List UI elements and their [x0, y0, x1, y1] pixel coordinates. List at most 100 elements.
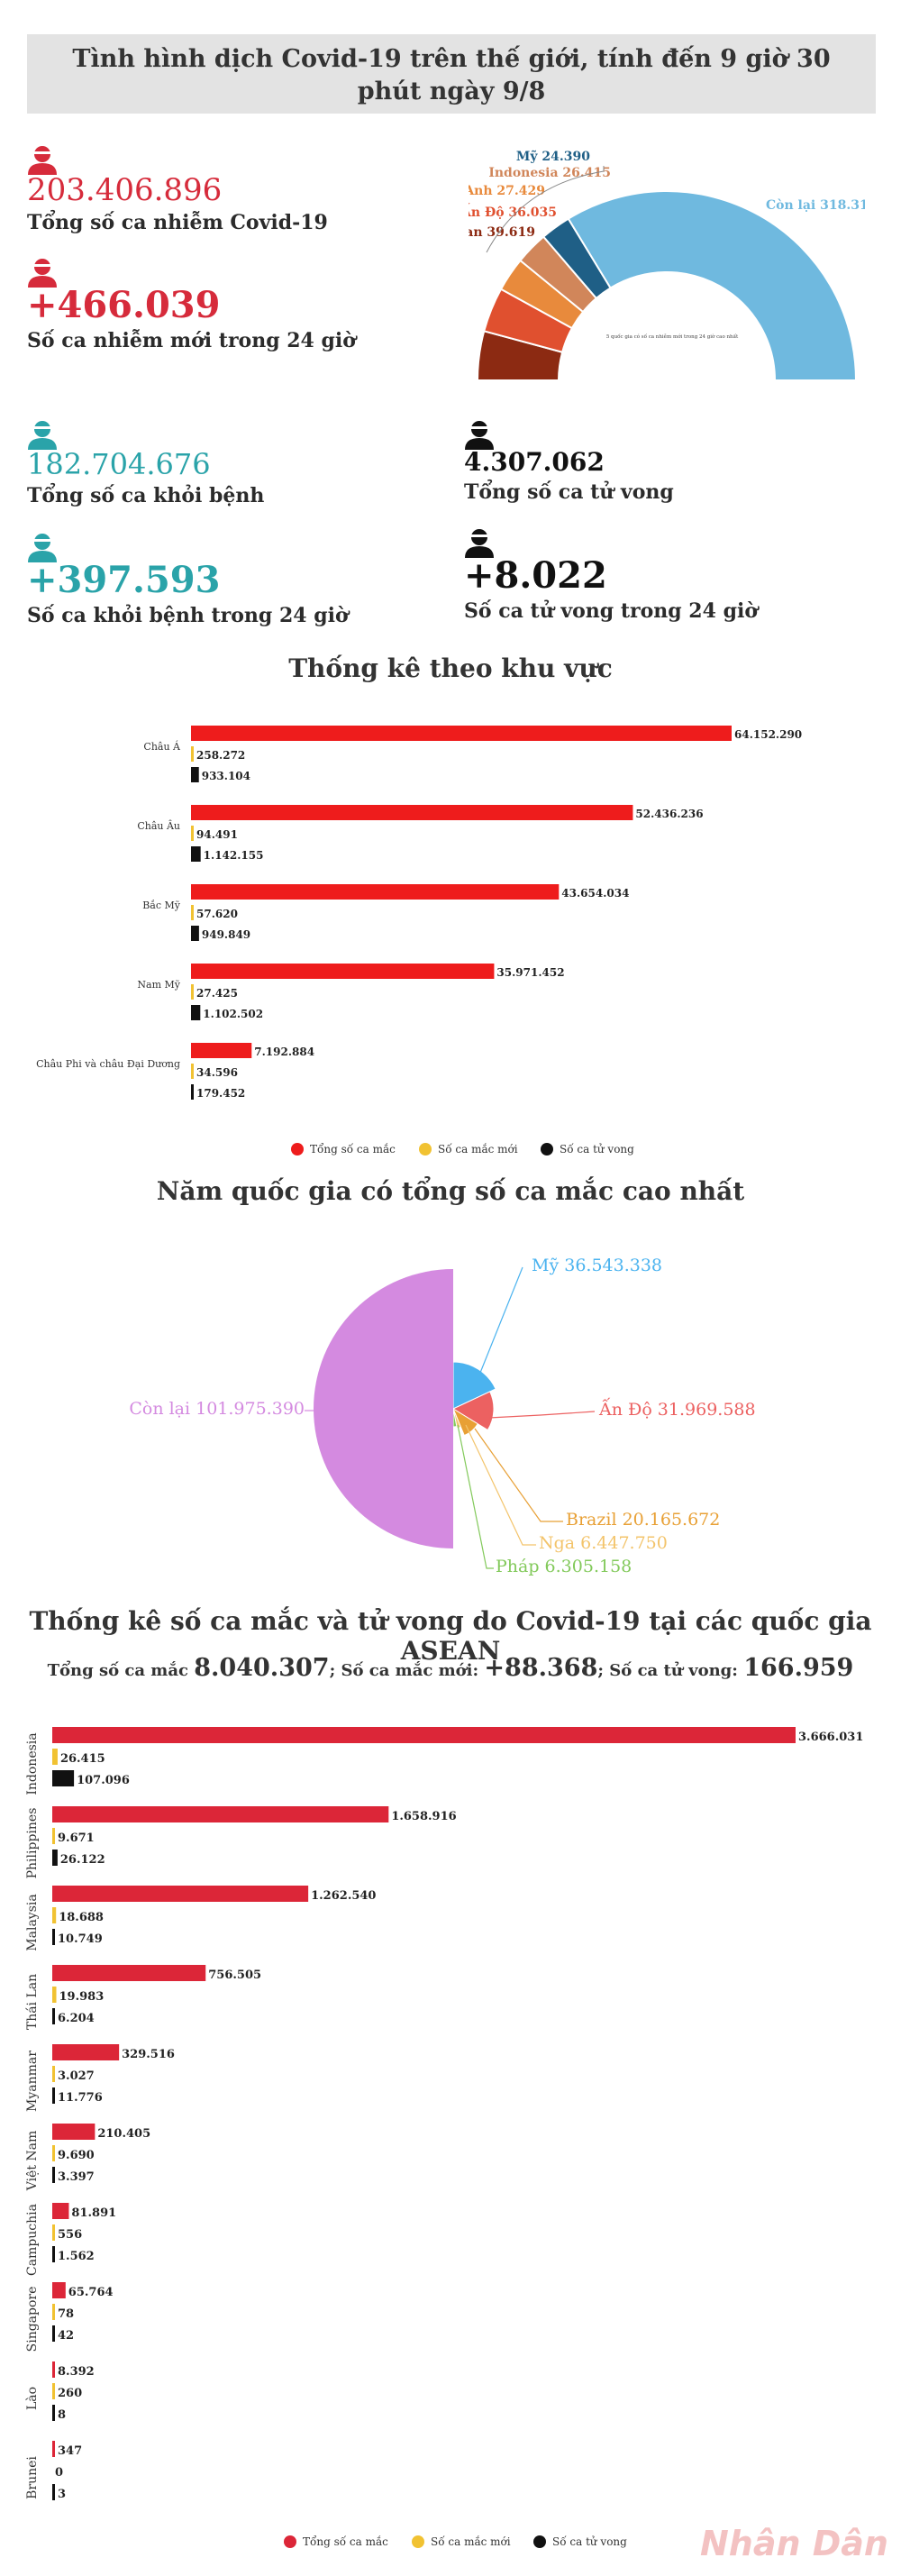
asean-new-value: +88.368: [484, 1654, 598, 1682]
asean-summary: Tổng số ca mắc 8.040.307; Số ca mắc mới:…: [47, 1654, 854, 1682]
bar: [191, 826, 194, 841]
half-donut-label: Anh 27.429: [469, 184, 545, 198]
page-title: Tình hình dịch Covid-19 trên thế giới, t…: [72, 45, 831, 105]
new-deaths-label: Số ca tử vong trong 24 giờ: [464, 599, 758, 623]
stat-total-cases: 203.406.896 Tổng số ca nhiễm Covid-19: [27, 144, 328, 234]
bar: [52, 1907, 57, 1923]
bar-value-label: 26.122: [60, 1853, 105, 1867]
total-cases-label: Tổng số ca nhiễm Covid-19: [27, 211, 328, 234]
bar: [191, 805, 633, 820]
bar: [52, 1850, 58, 1866]
asean-bar-chart: Indonesia 3.666.031 26.415 107.096 Philippin…: [24, 1727, 863, 2548]
bar-value-label: 18.688: [59, 1911, 104, 1924]
bar: [191, 746, 194, 762]
bar: [52, 1806, 389, 1822]
bar-value-label: 179.452: [196, 1087, 245, 1100]
asean-deaths-label: Số ca tử vong:: [609, 1661, 738, 1680]
new-recovered-value: +397.593: [27, 559, 221, 601]
stat-new-deaths: +8.022 Số ca tử vong trong 24 giờ: [464, 527, 758, 623]
legend-label: Số ca tử vong: [560, 1142, 634, 1156]
person-icon: [28, 146, 57, 175]
bar: [191, 1043, 252, 1058]
category-label: Indonesia: [25, 1732, 40, 1795]
bar-value-label: 6.204: [58, 2012, 95, 2025]
legend-marker: [419, 1143, 432, 1156]
bar: [52, 2282, 66, 2298]
new-cases-label: Số ca nhiễm mới trong 24 giờ: [27, 329, 356, 352]
pie-slice: [452, 1361, 496, 1410]
new-cases-value: +466.039: [27, 284, 221, 326]
legend-marker: [412, 2535, 424, 2548]
half-donut-label: Mỹ 24.390: [516, 149, 590, 164]
bar-value-label: 1.562: [58, 2250, 95, 2263]
stat-new-cases: +466.039 Số ca nhiễm mới trong 24 giờ: [27, 257, 356, 352]
bar-value-label: 34.596: [196, 1066, 238, 1079]
category-label: Singapore: [25, 2287, 40, 2352]
legend-marker: [541, 1143, 553, 1156]
bar: [191, 726, 732, 741]
bar-value-label: 65.764: [68, 2286, 114, 2299]
bar-value-label: 10.749: [58, 1932, 103, 1946]
nhan-dan-logo: Nhân Dân: [699, 2524, 888, 2563]
pie-label: Brazil 20.165.672: [566, 1510, 720, 1530]
pie-label: Mỹ 36.543.338: [532, 1256, 662, 1275]
legend-marker: [284, 2535, 296, 2548]
leader-line: [486, 166, 605, 253]
category-label: Châu Âu: [137, 819, 180, 832]
legend-marker: [533, 2535, 546, 2548]
bar: [52, 2361, 55, 2378]
bar: [52, 2304, 55, 2320]
region-bar-chart: Châu Á 64.152.290 258.272 933.104 Châu Âu 52.…: [36, 726, 802, 1156]
bar: [52, 1987, 57, 2003]
bar: [52, 1886, 309, 1902]
bar-value-label: 1.142.155: [204, 849, 264, 862]
bar-value-label: 11.776: [58, 2091, 103, 2105]
pie-slice: [452, 1408, 462, 1430]
bar-value-label: 42: [58, 2329, 74, 2343]
bar: [52, 2167, 55, 2183]
pie-label: Pháp 6.305.158: [496, 1557, 632, 1576]
stat-new-recovered: +397.593 Số ca khỏi bệnh trong 24 giờ: [27, 532, 349, 627]
asean-chart-title: Thống kê số ca mắc và tử vong do Covid-1…: [29, 1606, 872, 1666]
category-label: Châu Á: [143, 740, 181, 753]
bar-value-label: 26.415: [60, 1752, 105, 1766]
recovered-value: 182.704.676: [27, 447, 211, 481]
bar-value-label: 94.491: [196, 828, 238, 841]
pie-slice: [452, 1408, 458, 1428]
bar: [52, 2145, 55, 2161]
pie-label: Còn lại 101.975.390: [129, 1399, 305, 1419]
bar-value-label: 1.262.540: [311, 1889, 376, 1903]
category-label: Lào: [24, 2387, 40, 2410]
bar: [191, 767, 199, 782]
bar-value-label: 210.405: [97, 2127, 150, 2141]
bar: [52, 1828, 55, 1844]
pie-leader-line: [465, 1424, 536, 1546]
bar: [52, 2224, 55, 2241]
bar: [52, 2441, 55, 2457]
pie-leader-line: [488, 1411, 596, 1419]
asean-deaths-value: 166.959: [743, 1654, 854, 1682]
stat-deaths: 4.307.062 Tổng số ca tử vong: [464, 419, 674, 504]
bar: [52, 1770, 75, 1786]
category-label: Myanmar: [25, 2051, 40, 2112]
total-cases-value: 203.406.896: [27, 172, 223, 208]
top5-pie-chart: Mỹ 36.543.338 Ấn Độ 31.969.588 Brazil 20.1…: [129, 1256, 755, 1576]
bar: [52, 2203, 69, 2219]
bar: [52, 2124, 96, 2140]
bar-value-label: 1.658.916: [391, 1810, 456, 1823]
category-label: Campuchia: [25, 2204, 40, 2276]
bar-value-label: 347: [58, 2444, 82, 2458]
person-icon: [28, 259, 57, 288]
bar: [52, 2405, 55, 2421]
asean-total-label: Tổng số ca mắc: [47, 1661, 188, 1680]
person-icon: [465, 421, 494, 450]
bar-value-label: 3.397: [58, 2170, 95, 2184]
bar: [52, 2484, 55, 2500]
category-label: Philippines: [25, 1808, 40, 1879]
new-recovered-label: Số ca khỏi bệnh trong 24 giờ: [27, 604, 349, 627]
asean-total-value: 8.040.307: [194, 1654, 330, 1682]
bar: [191, 1064, 194, 1079]
pie-label: Nga 6.447.750: [539, 1533, 668, 1553]
bar-value-label: 9.690: [58, 2149, 95, 2162]
region-chart-title: Thống kê theo khu vực: [288, 653, 613, 683]
